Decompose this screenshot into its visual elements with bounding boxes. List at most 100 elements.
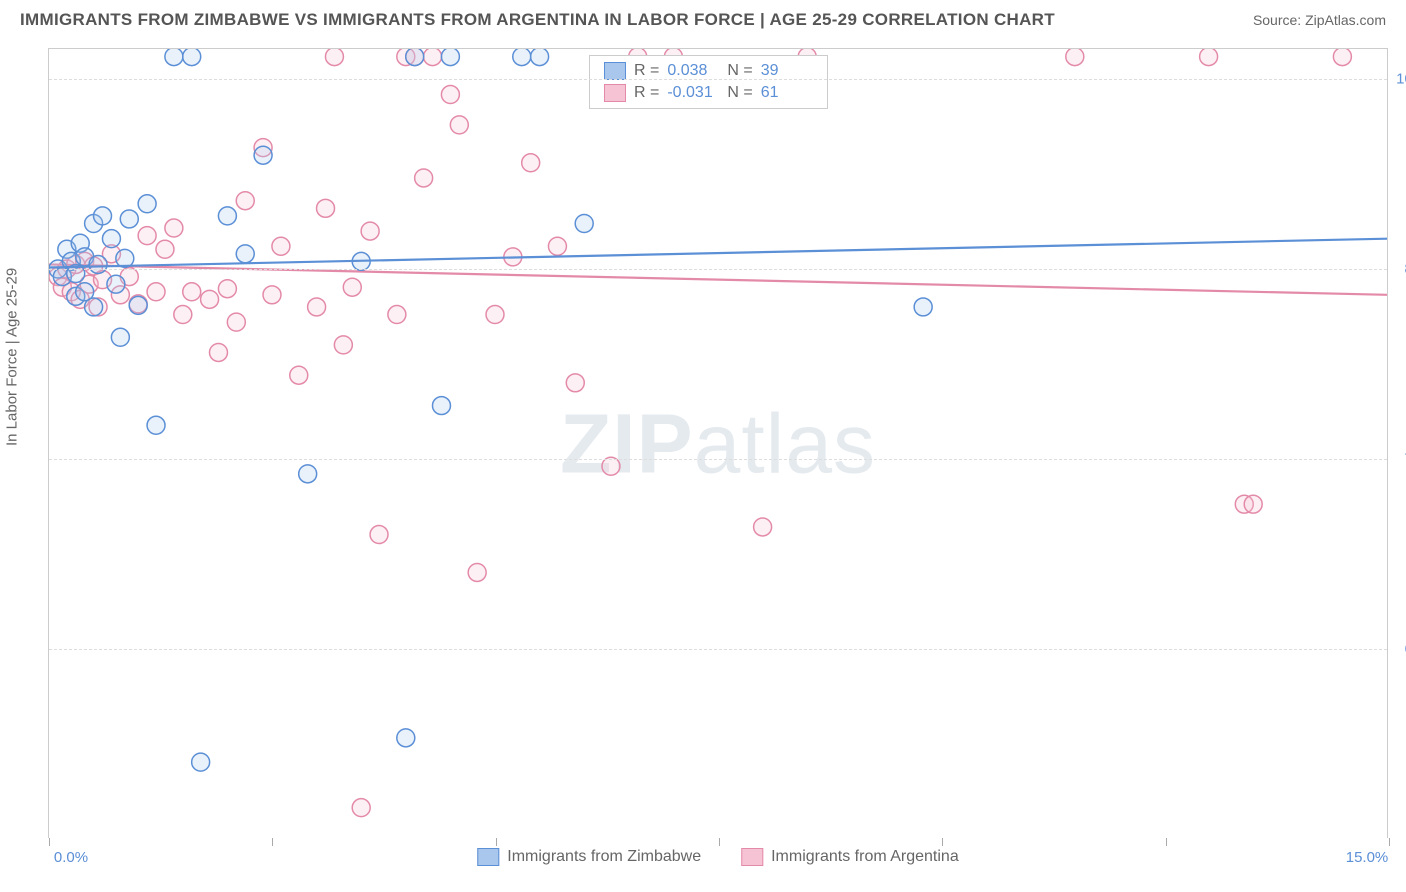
data-point bbox=[424, 49, 442, 66]
x-tick-mark bbox=[1166, 838, 1167, 846]
chart-title: IMMIGRANTS FROM ZIMBABWE VS IMMIGRANTS F… bbox=[20, 10, 1055, 30]
data-point bbox=[111, 328, 129, 346]
data-point bbox=[1200, 49, 1218, 66]
data-point bbox=[406, 49, 424, 66]
data-point bbox=[236, 192, 254, 210]
data-point bbox=[370, 526, 388, 544]
data-point bbox=[138, 227, 156, 245]
x-tick-label: 0.0% bbox=[54, 849, 88, 866]
data-point bbox=[102, 230, 120, 248]
data-point bbox=[914, 298, 932, 316]
legend-label-argentina: Immigrants from Argentina bbox=[771, 848, 959, 866]
data-point bbox=[575, 215, 593, 233]
label-R2: R = bbox=[634, 84, 659, 102]
swatch-argentina-2 bbox=[741, 848, 763, 866]
data-point bbox=[415, 169, 433, 187]
data-point bbox=[522, 154, 540, 172]
data-point bbox=[486, 306, 504, 324]
data-point bbox=[343, 278, 361, 296]
legend-label-zimbabwe: Immigrants from Zimbabwe bbox=[507, 848, 701, 866]
data-point bbox=[107, 275, 125, 293]
data-point bbox=[468, 563, 486, 581]
data-point bbox=[450, 116, 468, 134]
data-point bbox=[236, 245, 254, 263]
data-point bbox=[174, 306, 192, 324]
data-point bbox=[352, 799, 370, 817]
y-axis-label: In Labor Force | Age 25-29 bbox=[4, 268, 21, 446]
scatter-chart: ZIPatlas R = 0.038 N = 39 R = -0.031 N =… bbox=[48, 48, 1388, 838]
gridline bbox=[49, 649, 1387, 650]
data-point bbox=[441, 86, 459, 104]
data-point bbox=[147, 283, 165, 301]
x-tick-mark bbox=[496, 838, 497, 846]
data-point bbox=[156, 240, 174, 258]
data-point bbox=[317, 199, 335, 217]
source-label: Source: ZipAtlas.com bbox=[1253, 12, 1386, 28]
data-point bbox=[1244, 495, 1262, 513]
data-point bbox=[183, 49, 201, 66]
x-tick-label: 15.0% bbox=[1346, 849, 1389, 866]
x-tick-mark bbox=[1389, 838, 1390, 846]
data-point bbox=[129, 296, 147, 314]
data-point bbox=[263, 286, 281, 304]
data-point bbox=[218, 207, 236, 225]
label-N: N = bbox=[727, 62, 752, 80]
data-point bbox=[94, 207, 112, 225]
data-point bbox=[218, 280, 236, 298]
data-point bbox=[85, 298, 103, 316]
data-point bbox=[531, 49, 549, 66]
data-point bbox=[165, 219, 183, 237]
data-point bbox=[361, 222, 379, 240]
gridline bbox=[49, 269, 1387, 270]
data-point bbox=[566, 374, 584, 392]
swatch-zimbabwe-2 bbox=[477, 848, 499, 866]
data-point bbox=[397, 729, 415, 747]
plot-svg bbox=[49, 49, 1387, 838]
data-point bbox=[325, 49, 343, 66]
data-point bbox=[120, 210, 138, 228]
data-point bbox=[513, 49, 531, 66]
swatch-zimbabwe bbox=[604, 62, 626, 80]
swatch-argentina bbox=[604, 84, 626, 102]
y-tick-label: 62.5% bbox=[1392, 641, 1406, 658]
stats-row-argentina: R = -0.031 N = 61 bbox=[604, 82, 813, 104]
zimbabwe-N: 39 bbox=[761, 62, 813, 80]
data-point bbox=[432, 397, 450, 415]
y-tick-label: 87.5% bbox=[1392, 261, 1406, 278]
data-point bbox=[227, 313, 245, 331]
data-point bbox=[138, 195, 156, 213]
bottom-legend: Immigrants from Zimbabwe Immigrants from… bbox=[477, 848, 958, 866]
data-point bbox=[272, 237, 290, 255]
data-point bbox=[147, 416, 165, 434]
data-point bbox=[254, 146, 272, 164]
data-point bbox=[754, 518, 772, 536]
data-point bbox=[1066, 49, 1084, 66]
x-tick-mark bbox=[49, 838, 50, 846]
data-point bbox=[183, 283, 201, 301]
data-point bbox=[308, 298, 326, 316]
legend-item-zimbabwe: Immigrants from Zimbabwe bbox=[477, 848, 701, 866]
y-tick-label: 100.0% bbox=[1392, 71, 1406, 88]
zimbabwe-R: 0.038 bbox=[667, 62, 719, 80]
gridline bbox=[49, 459, 1387, 460]
argentina-N: 61 bbox=[761, 84, 813, 102]
correlation-stats-box: R = 0.038 N = 39 R = -0.031 N = 61 bbox=[589, 55, 828, 109]
data-point bbox=[209, 343, 227, 361]
data-point bbox=[165, 49, 183, 66]
data-point bbox=[290, 366, 308, 384]
label-N2: N = bbox=[727, 84, 752, 102]
data-point bbox=[299, 465, 317, 483]
data-point bbox=[334, 336, 352, 354]
data-point bbox=[548, 237, 566, 255]
label-R: R = bbox=[634, 62, 659, 80]
data-point bbox=[89, 255, 107, 273]
data-point bbox=[441, 49, 459, 66]
x-tick-mark bbox=[942, 838, 943, 846]
y-tick-label: 75.0% bbox=[1392, 451, 1406, 468]
argentina-R: -0.031 bbox=[667, 84, 719, 102]
legend-item-argentina: Immigrants from Argentina bbox=[741, 848, 959, 866]
data-point bbox=[192, 753, 210, 771]
data-point bbox=[1333, 49, 1351, 66]
x-tick-mark bbox=[272, 838, 273, 846]
gridline bbox=[49, 79, 1387, 80]
